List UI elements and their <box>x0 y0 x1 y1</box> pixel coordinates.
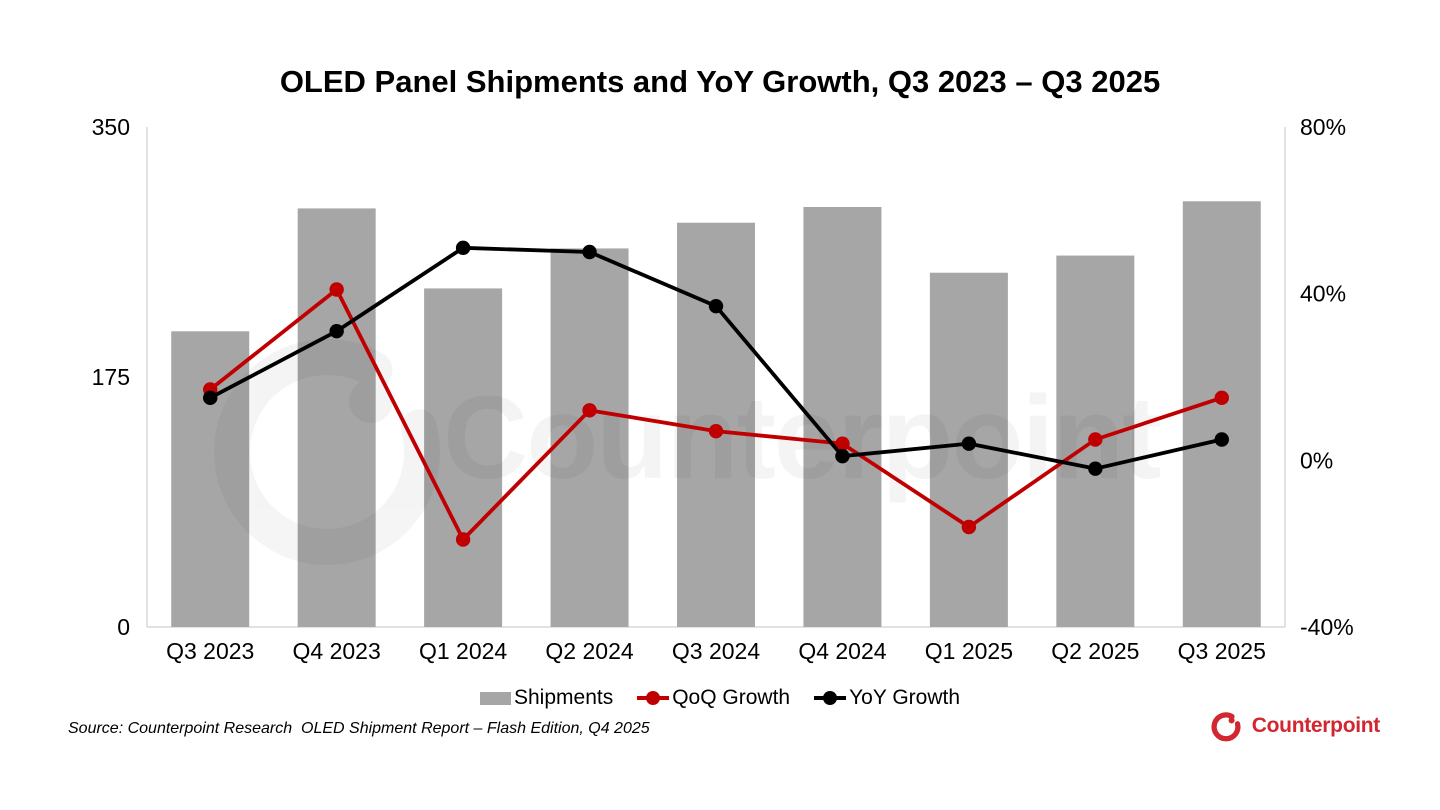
qoq-growth-point-q2-2025 <box>1088 432 1103 447</box>
right-axis-tick-0: 0% <box>1300 447 1333 473</box>
legend-bar-swatch-icon <box>480 691 511 705</box>
yoy-growth-point-q2-2025 <box>1088 461 1103 476</box>
qoq-growth-point-q3-2025 <box>1214 390 1229 406</box>
legend-label: Shipments <box>514 686 614 709</box>
right-axis-tick-40: 40% <box>1300 281 1346 307</box>
chart-legend: Shipments QoQ Growth YoY Growth <box>0 686 1440 710</box>
legend-line-marker-icon <box>814 691 847 705</box>
qoq-growth-point-q2-2024 <box>582 403 597 418</box>
x-axis-label-q3-2025: Q3 2025 <box>1178 638 1266 664</box>
shipments-bar-q4-2024 <box>803 207 882 627</box>
legend-label: YoY Growth <box>849 686 960 709</box>
x-axis-label-q4-2023: Q4 2023 <box>293 638 381 664</box>
qoq-growth-point-q4-2023 <box>329 282 344 297</box>
qoq-growth-point-q1-2024 <box>455 532 471 547</box>
x-axis-label-q3-2023: Q3 2023 <box>166 638 254 664</box>
x-axis-label-q1-2025: Q1 2025 <box>925 638 1013 664</box>
qoq-growth-point-q1-2025 <box>961 519 977 535</box>
shipments-bar-q3-2023 <box>171 331 250 627</box>
x-axis-label-q4-2024: Q4 2024 <box>798 638 886 664</box>
legend-item-yoy-growth: YoY Growth <box>814 686 960 710</box>
source-note: Source: Counterpoint Research OLED Shipm… <box>68 720 650 737</box>
watermark-ring-icon <box>214 339 441 565</box>
shipments-bar-q3-2025 <box>1182 201 1261 628</box>
qoq-growth-point-q4-2024 <box>835 436 850 451</box>
watermark-dot-icon <box>349 379 393 423</box>
yoy-growth-point-q3-2023 <box>203 390 218 406</box>
counterpoint-logo-text: Counterpoint <box>1251 714 1381 737</box>
yoy-growth-point-q1-2024 <box>455 240 471 256</box>
qoq-growth-point-q3-2024 <box>708 423 724 439</box>
legend-item-qoq-growth: QoQ Growth <box>637 686 790 710</box>
yoy-growth-point-q3-2024 <box>708 298 724 314</box>
left-axis-tick-350: 350 <box>92 114 130 140</box>
yoy-growth-point-q4-2023 <box>329 323 344 339</box>
yoy-growth-point-q1-2025 <box>961 436 977 451</box>
chart-title: OLED Panel Shipments and YoY Growth, Q3 … <box>279 64 1161 99</box>
yoy-growth-point-q3-2025 <box>1214 432 1229 447</box>
legend-item-shipments: Shipments <box>480 686 613 710</box>
counterpoint-logo-icon <box>1211 712 1241 742</box>
right-axis-tick-80: 80% <box>1300 114 1346 140</box>
shipments-bar-q4-2023 <box>297 208 376 627</box>
left-axis-tick-0: 0 <box>117 614 130 640</box>
shipments-bar-q1-2024 <box>424 288 503 627</box>
yoy-growth-point-q4-2024 <box>835 448 850 464</box>
left-axis-tick-175: 175 <box>92 364 130 390</box>
x-axis-label-q3-2024: Q3 2024 <box>672 638 760 664</box>
legend-label: QoQ Growth <box>672 686 791 709</box>
legend-line-marker-icon <box>637 691 670 705</box>
x-axis-label-q1-2024: Q1 2024 <box>419 638 507 664</box>
x-axis-label-q2-2024: Q2 2024 <box>545 638 633 664</box>
yoy-growth-point-q2-2024 <box>582 244 597 260</box>
right-axis-tick-40: -40% <box>1300 614 1354 640</box>
counterpoint-logo: Counterpoint <box>1209 709 1380 743</box>
x-axis-label-q2-2025: Q2 2025 <box>1051 638 1139 664</box>
